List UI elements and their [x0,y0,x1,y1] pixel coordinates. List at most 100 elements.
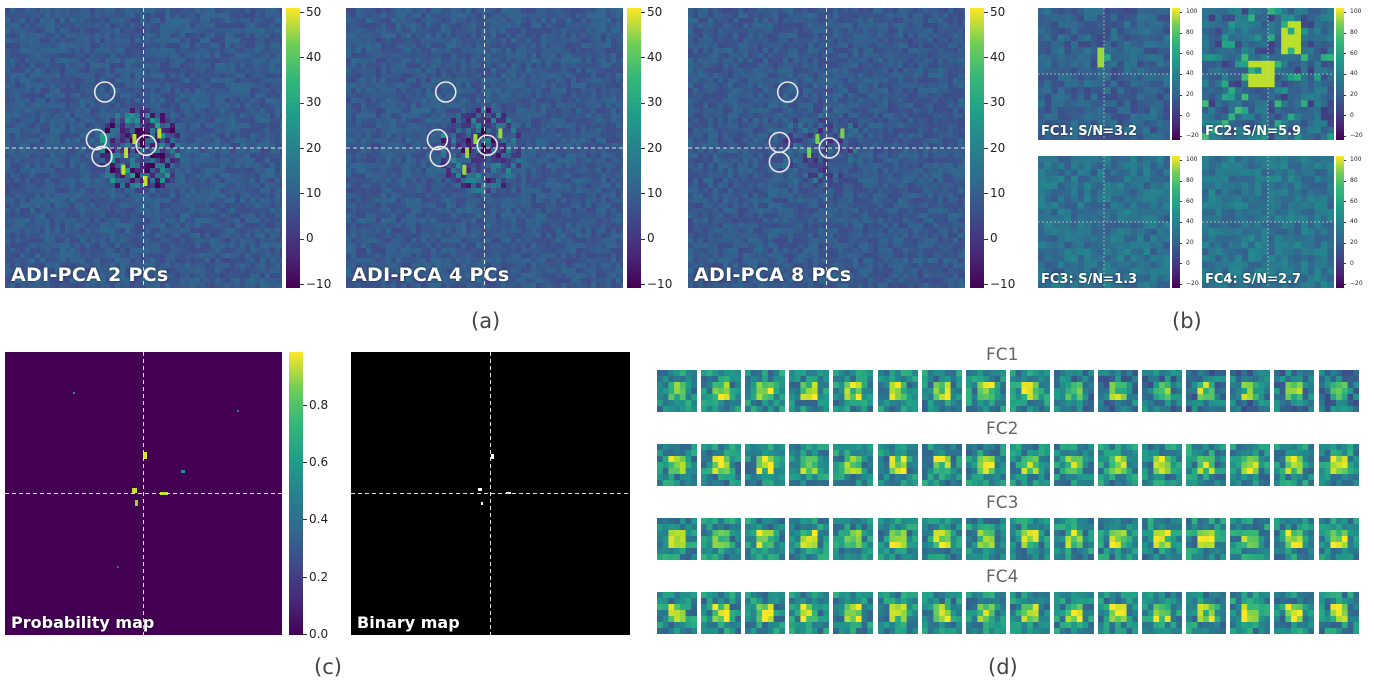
frame-thumbnail [701,518,742,561]
frame-thumbnail [657,592,698,635]
frame-thumbnail [1053,518,1095,561]
colorbar-tick-mark [300,57,304,59]
frame-thumbnail [1142,370,1183,413]
detection-blob [117,566,119,568]
frame-thumbnail [1230,518,1271,561]
colorbar-c-ticks: 0.8 0.6 0.4 0.2 0.0 [303,352,343,641]
colorbar-a2 [627,8,641,288]
colorbar-tick-label: 0 [1186,259,1190,267]
colorbar-a1 [286,8,300,288]
frame-thumbnail [965,370,1006,413]
colorbar-c [289,352,303,635]
frame-thumbnail [701,444,742,487]
colorbar-tick-mark [1344,74,1346,75]
frame-thumbnail [1098,370,1139,413]
frame-thumbnail [921,370,962,413]
colorbar-tick-mark [1180,136,1182,137]
colorbar-tick-mark [984,193,988,195]
colorbar-tick-mark [1344,180,1346,182]
colorbar-tick-mark [984,238,988,240]
colorbar-a3-ticks: 50 40 30 20 10 0 −10 [984,5,1024,291]
colorbar-tick-label: 20 [1350,239,1358,247]
colorbar-tick-mark [1180,115,1182,117]
frame-thumbnail [833,370,874,413]
frame-thumbnail [745,518,786,561]
adi-pca-2-image: ADI-PCA 2 PCs [5,8,282,288]
bright-speckle [132,134,137,144]
frame-thumbnail [1186,444,1227,487]
colorbar-tick-mark [303,461,307,463]
frame-thumbnail [1318,370,1359,413]
frame-thumbnail [657,518,698,561]
fc4-zoom-image: FC4: S/N=2.7 [1202,156,1334,288]
colorbar-tick-label: 80 [1186,29,1194,37]
colorbar-b4 [1336,156,1344,288]
bright-speckle [121,164,126,175]
colorbar-tick-mark [1180,263,1182,265]
frame-thumbnail [1053,370,1095,413]
colorbar-tick-label: 100 [1350,156,1362,164]
sublabel-d: (d) [988,655,1018,679]
frame-thumbnail [1009,370,1051,413]
frame-thumbnail [1186,592,1227,635]
colorbar-tick-label: −20 [1186,280,1199,288]
frame-thumbnail [1009,592,1051,635]
frame-thumbnail [1053,592,1095,635]
detection-blob [237,410,239,412]
frame-thumbnail [1098,592,1139,635]
colorbar-tick-mark [300,148,304,149]
colorbar-tick-mark [641,102,645,104]
adi-pca-4-label: ADI-PCA 4 PCs [352,264,510,286]
colorbar-tick-label: −20 [1350,280,1363,288]
binary-detection [478,488,482,491]
colorbar-tick-label: −20 [1350,132,1363,140]
fake-companion-circle [91,145,113,168]
frame-thumbnail [1230,370,1271,413]
frame-thumbnail [965,444,1006,487]
colorbar-tick-mark [1344,242,1346,244]
adi-pca-8-image: ADI-PCA 8 PCs [688,8,965,288]
frame-thumbnail [877,444,918,487]
binary-map-label: Binary map [357,613,460,632]
fake-companion-circle [776,81,799,103]
colorbar-tick-mark [303,519,307,521]
detection-blob [160,492,168,495]
colorbar-tick-label: 40 [1350,218,1358,226]
fc3-frame-row [657,518,1359,561]
detection-blob [181,470,185,473]
colorbar-tick-label: 60 [1350,49,1358,57]
colorbar-tick-label: 20 [1186,239,1194,247]
colorbar-tick-mark [300,193,304,195]
colorbar-tick-label: 0 [647,231,655,246]
colorbar-tick-mark [1344,32,1346,34]
colorbar-tick-label: 30 [990,95,1006,110]
frame-thumbnail [1274,592,1315,635]
fc4-zoom-label: FC4: S/N=2.7 [1205,272,1302,287]
colorbar-b3-ticks: 100 80 60 40 20 0 −20 [1180,156,1204,288]
fc3-zoom-label: FC3: S/N=1.3 [1041,272,1138,287]
colorbar-tick-mark [1180,284,1182,285]
frame-thumbnail [1053,444,1095,487]
colorbar-tick-label: −20 [1186,132,1199,140]
colorbar-tick-mark [1180,32,1182,34]
detection-blob [73,392,75,394]
colorbar-tick-mark [303,576,307,578]
fake-companion-circle [429,145,451,168]
frame-thumbnail [921,444,962,487]
fc2-zoom-label: FC2: S/N=5.9 [1205,124,1302,139]
colorbar-tick-label: 50 [647,4,663,19]
frame-thumbnail [833,444,874,487]
fc4-row-title: FC4 [986,567,1019,587]
fake-companion-circle [85,128,108,151]
bright-speckle [124,148,129,158]
colorbar-tick-label: 80 [1350,177,1358,185]
bright-speckle [465,148,470,158]
colorbar-tick-label: 40 [990,50,1006,65]
frame-thumbnail [921,592,962,635]
colorbar-tick-mark [1180,12,1182,13]
fc1-zoom-image: FC1: S/N=3.2 [1038,8,1170,140]
binary-detection [491,454,494,459]
colorbar-tick-mark [1180,74,1182,75]
colorbar-tick-label: 30 [306,95,322,110]
fc2-row-title: FC2 [986,419,1019,439]
